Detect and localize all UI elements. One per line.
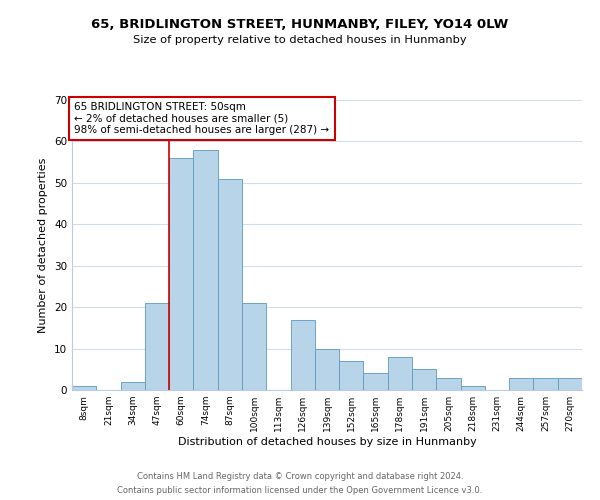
Bar — [121, 382, 145, 390]
Bar — [558, 378, 582, 390]
Bar — [461, 386, 485, 390]
Text: Contains public sector information licensed under the Open Government Licence v3: Contains public sector information licen… — [118, 486, 482, 495]
Bar — [436, 378, 461, 390]
Bar — [412, 370, 436, 390]
Bar — [169, 158, 193, 390]
X-axis label: Distribution of detached houses by size in Hunmanby: Distribution of detached houses by size … — [178, 437, 476, 447]
Text: Size of property relative to detached houses in Hunmanby: Size of property relative to detached ho… — [133, 35, 467, 45]
Bar — [193, 150, 218, 390]
Text: Contains HM Land Registry data © Crown copyright and database right 2024.: Contains HM Land Registry data © Crown c… — [137, 472, 463, 481]
Bar — [145, 303, 169, 390]
Text: 65, BRIDLINGTON STREET, HUNMANBY, FILEY, YO14 0LW: 65, BRIDLINGTON STREET, HUNMANBY, FILEY,… — [91, 18, 509, 30]
Text: 65 BRIDLINGTON STREET: 50sqm
← 2% of detached houses are smaller (5)
98% of semi: 65 BRIDLINGTON STREET: 50sqm ← 2% of det… — [74, 102, 329, 136]
Bar — [218, 178, 242, 390]
Y-axis label: Number of detached properties: Number of detached properties — [38, 158, 49, 332]
Bar — [533, 378, 558, 390]
Bar — [242, 303, 266, 390]
Bar — [72, 386, 96, 390]
Bar — [509, 378, 533, 390]
Bar — [388, 357, 412, 390]
Bar — [315, 348, 339, 390]
Bar — [339, 361, 364, 390]
Bar — [364, 374, 388, 390]
Bar — [290, 320, 315, 390]
